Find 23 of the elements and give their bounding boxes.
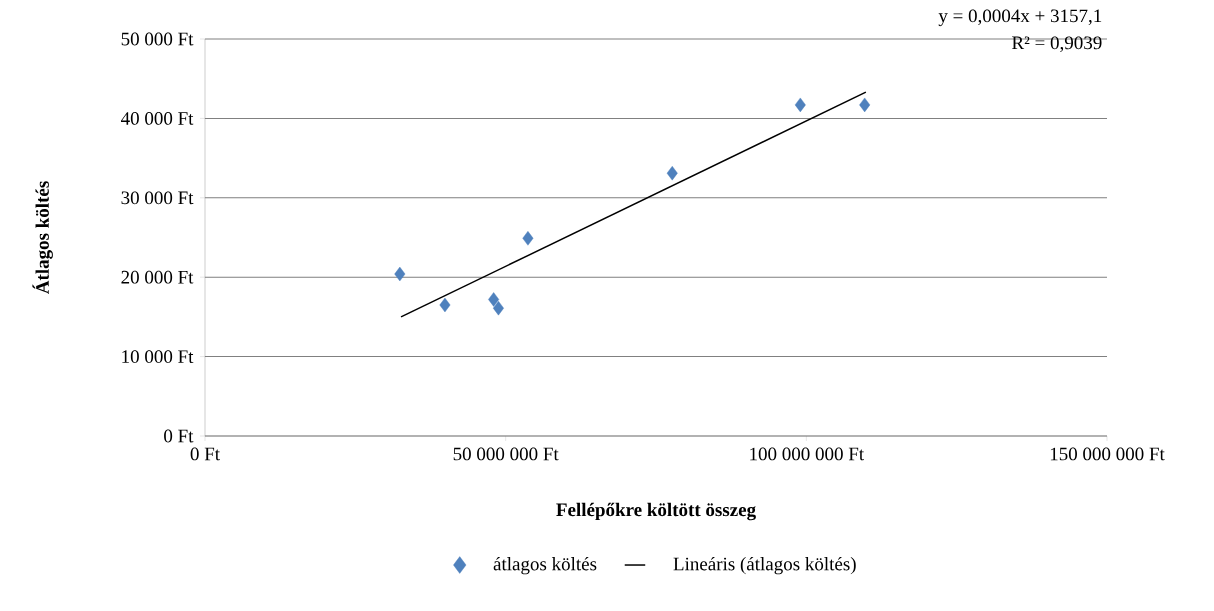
x-tick-label: 100 000 000 Ft bbox=[750, 447, 865, 461]
legend-label: Lineáris (átlagos költés) bbox=[673, 557, 856, 575]
legend-label: átlagos költés bbox=[493, 557, 597, 575]
y-axis-title: Átlagos költés bbox=[32, 181, 53, 295]
point bbox=[794, 97, 806, 113]
x-tick-label: 150 000 000 Ft bbox=[1050, 447, 1165, 461]
annotation: R² = 0,9039 bbox=[1012, 36, 1102, 52]
y-tick-label: 50 000 Ft bbox=[121, 32, 194, 46]
x-axis-title: Fellépőkre költött összeg bbox=[556, 502, 756, 521]
point bbox=[394, 266, 406, 282]
point bbox=[522, 231, 534, 246]
x-tick-label: 0 Ft bbox=[190, 447, 220, 461]
x-tick-label: 50 000 000 Ft bbox=[453, 447, 559, 461]
point bbox=[859, 97, 871, 113]
point bbox=[666, 165, 678, 181]
y-tick-label: 10 000 Ft bbox=[122, 350, 194, 364]
text: y = 0,0004x + 3157,1 bbox=[938, 9, 1102, 27]
y-tick-label: 0 Ft bbox=[164, 429, 194, 443]
y-tick-label: 30 000 Ft bbox=[121, 191, 194, 205]
point bbox=[488, 292, 500, 307]
point bbox=[439, 297, 451, 313]
y-tick-label: 40 000 Ft bbox=[121, 112, 194, 125]
y-tick-label: 20 000 Ft bbox=[121, 270, 194, 284]
